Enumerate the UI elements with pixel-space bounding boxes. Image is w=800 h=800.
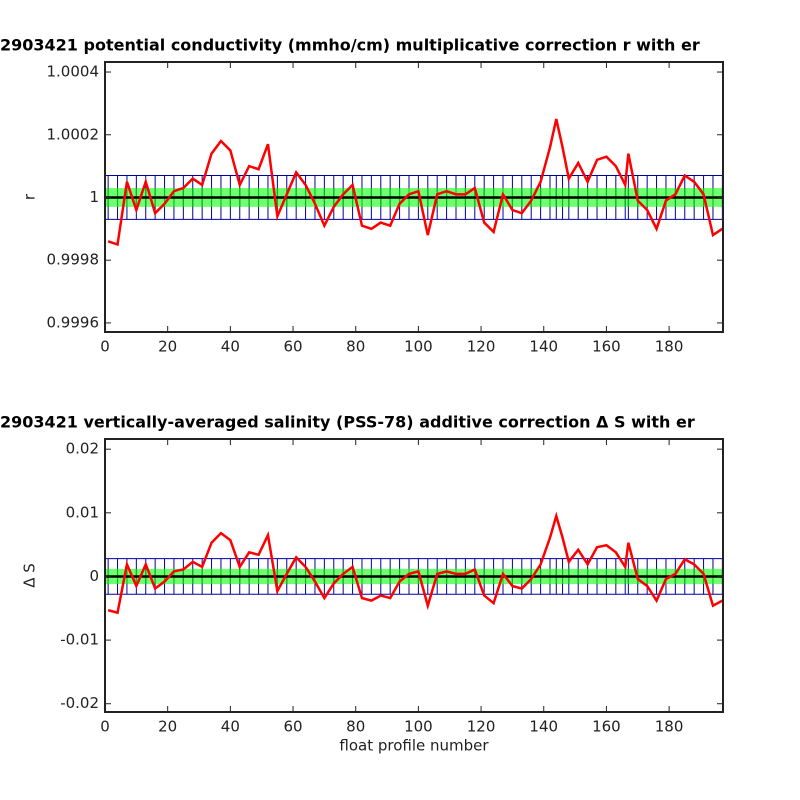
y-tick-label: -0.02 (60, 694, 99, 712)
subplot: 2903421 potential conductivity (mmho/cm)… (0, 36, 724, 356)
plot-frame (104, 438, 724, 713)
x-tick-label: 100 (404, 338, 433, 356)
x-tick-label: 140 (529, 718, 558, 736)
x-tick-label: 40 (221, 338, 240, 356)
x-tick-label: 0 (100, 338, 110, 356)
x-tick-label: 140 (529, 338, 558, 356)
x-tick-label: 160 (592, 338, 621, 356)
y-tick-label: 0.9998 (47, 251, 100, 269)
x-axis-label: float profile number (339, 737, 489, 755)
y-tick-label: 1.0004 (47, 63, 100, 81)
x-tick-label: 60 (283, 718, 302, 736)
x-tick-label: 120 (467, 338, 496, 356)
x-tick-label: 60 (283, 338, 302, 356)
y-tick-label: 0.02 (66, 440, 99, 458)
x-tick-label: 100 (404, 718, 433, 736)
x-tick-label: 80 (346, 718, 365, 736)
x-tick-label: 0 (100, 718, 110, 736)
x-tick-label: 40 (221, 718, 240, 736)
data-line (107, 511, 723, 615)
subplot: 2903421 vertically-averaged salinity (PS… (0, 413, 724, 755)
x-tick-label: 120 (467, 718, 496, 736)
x-tick-label: 180 (655, 338, 684, 356)
y-tick-label: -0.01 (60, 631, 99, 649)
y-axis-label: r (21, 193, 39, 200)
y-tick-label: 0.01 (66, 503, 99, 521)
y-tick-label: 0.9996 (47, 313, 100, 331)
x-tick-label: 20 (158, 338, 177, 356)
x-tick-label: 180 (655, 718, 684, 736)
y-axis-label: Δ S (21, 563, 39, 588)
x-tick-label: 160 (592, 718, 621, 736)
data-line (107, 118, 724, 247)
x-tick-label: 80 (346, 338, 365, 356)
y-tick-label: 1.0002 (47, 125, 100, 143)
y-tick-label: 1 (89, 188, 99, 206)
chart-title: 2903421 vertically-averaged salinity (PS… (0, 413, 695, 432)
chart-title: 2903421 potential conductivity (mmho/cm)… (0, 36, 700, 55)
y-tick-label: 0 (89, 567, 99, 585)
x-tick-label: 20 (158, 718, 177, 736)
